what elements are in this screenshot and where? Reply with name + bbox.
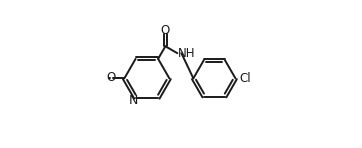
Text: O: O	[107, 71, 116, 84]
Text: O: O	[161, 24, 170, 37]
Text: NH: NH	[178, 47, 195, 60]
Text: Cl: Cl	[239, 72, 251, 85]
Text: N: N	[129, 94, 138, 107]
